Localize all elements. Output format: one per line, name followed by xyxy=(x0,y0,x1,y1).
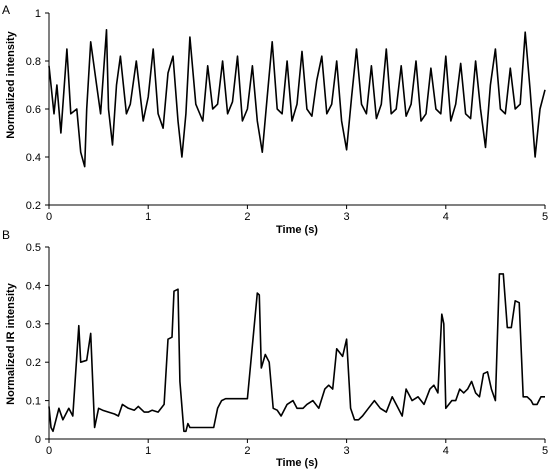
panel-a-x-axis-label: Time (s) xyxy=(276,224,318,236)
panel-b-letter: B xyxy=(2,228,10,242)
panel-b-y-tick-label: 0.2 xyxy=(26,357,41,369)
panel-a-x-tick-label: 5 xyxy=(542,211,548,223)
panel-a-plot: 0 1 2 3 4 5 0.2 0.4 0.6 0.8 1 xyxy=(26,8,548,223)
panel-b-x-tick-label: 2 xyxy=(244,445,250,457)
panel-a-x-tick-label: 2 xyxy=(244,211,250,223)
panel-a-y-tick-label: 0.4 xyxy=(26,152,41,164)
panel-b: B 0 1 2 3 4 5 0 0.1 0.2 0.3 0.4 0.5 Time (s) Normal… xyxy=(2,228,548,469)
panel-a-y-tick-label: 1 xyxy=(35,8,41,20)
panel-a-y-tick-label: 0.2 xyxy=(26,200,41,212)
panel-b-y-tick-label: 0.1 xyxy=(26,396,41,408)
panel-b-x-tick-label: 5 xyxy=(542,445,548,457)
panel-a-series-line xyxy=(48,28,546,168)
panel-b-y-tick-label: 0.4 xyxy=(26,280,41,292)
panel-a-letter: A xyxy=(2,3,10,17)
panel-b-y-tick-label: 0 xyxy=(35,434,41,446)
panel-a-x-tick-label: 1 xyxy=(145,211,151,223)
panel-b-y-axis-label: Normalized IR intensity xyxy=(5,282,17,405)
panel-b-y-tick-label: 0.5 xyxy=(26,242,41,254)
panel-b-series-line xyxy=(48,273,545,433)
panel-a-x-tick-label: 3 xyxy=(344,211,350,223)
panel-b-x-tick-label: 1 xyxy=(145,445,151,457)
panel-b-y-tick-label: 0.3 xyxy=(26,319,41,331)
panel-b-x-axis-label: Time (s) xyxy=(276,457,318,469)
panel-b-x-tick-label: 0 xyxy=(46,445,52,457)
panel-b-x-tick-label: 4 xyxy=(443,445,449,457)
panel-b-x-tick-label: 3 xyxy=(344,445,350,457)
panel-a-x-tick-label: 0 xyxy=(46,211,52,223)
panel-b-plot: 0 1 2 3 4 5 0 0.1 0.2 0.3 0.4 0.5 xyxy=(26,242,548,457)
panel-a-y-tick-label: 0.6 xyxy=(26,104,41,116)
panel-a-x-tick-label: 4 xyxy=(443,211,449,223)
panel-a-y-tick-label: 0.8 xyxy=(26,56,41,68)
panel-a: A 0 1 2 3 4 5 0.2 0.4 0.6 0.8 1 Time (s) Normalize… xyxy=(2,3,548,236)
panel-a-y-axis-label: Normalized intensity xyxy=(5,30,17,138)
